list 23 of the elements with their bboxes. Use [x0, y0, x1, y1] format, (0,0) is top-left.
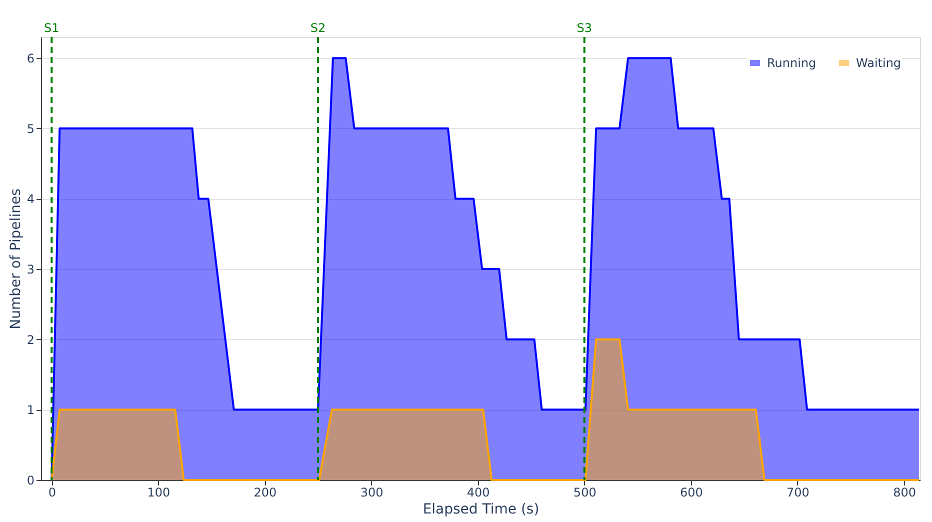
x-tick-label: 600 — [680, 486, 703, 500]
x-tick-label: 100 — [147, 486, 170, 500]
y-tick-label: 6 — [26, 52, 34, 66]
x-tick-label: 0 — [48, 486, 56, 500]
x-tick-label: 200 — [254, 486, 277, 500]
legend-label: Running — [767, 56, 816, 70]
y-tick-label: 1 — [26, 403, 34, 418]
y-tick-label: 3 — [26, 262, 34, 277]
y-axis-title: Number of Pipelines — [8, 188, 24, 330]
ref-line-label: S3 — [576, 21, 592, 35]
x-tick-label: 700 — [786, 486, 810, 500]
y-tick-label: 0 — [26, 474, 34, 488]
y-tick-label: 4 — [26, 192, 34, 206]
ref-line-label: S1 — [44, 21, 60, 35]
x-tick-label: 300 — [360, 486, 384, 500]
x-axis-title: Elapsed Time (s) — [422, 502, 540, 518]
y-tick-label: 2 — [26, 332, 34, 347]
x-tick-label: 800 — [893, 486, 916, 500]
x-tick-label: 400 — [466, 486, 490, 500]
x-tick-label: 500 — [573, 486, 596, 500]
y-tick-label: 5 — [26, 122, 34, 136]
ref-line-label: S2 — [310, 21, 326, 35]
legend-label: Waiting — [856, 56, 902, 70]
